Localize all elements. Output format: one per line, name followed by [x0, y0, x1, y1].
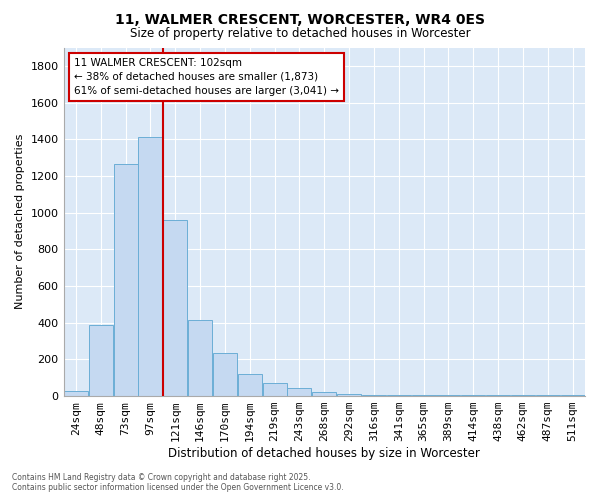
- Bar: [486, 395, 510, 396]
- Bar: [89, 324, 113, 396]
- X-axis label: Distribution of detached houses by size in Worcester: Distribution of detached houses by size …: [169, 447, 480, 460]
- Bar: [412, 395, 436, 396]
- Bar: [113, 164, 137, 396]
- Bar: [362, 394, 386, 396]
- Text: Contains HM Land Registry data © Crown copyright and database right 2025.
Contai: Contains HM Land Registry data © Crown c…: [12, 473, 344, 492]
- Bar: [64, 392, 88, 396]
- Bar: [560, 395, 584, 396]
- Text: 11, WALMER CRESCENT, WORCESTER, WR4 0ES: 11, WALMER CRESCENT, WORCESTER, WR4 0ES: [115, 12, 485, 26]
- Bar: [511, 395, 535, 396]
- Text: Size of property relative to detached houses in Worcester: Size of property relative to detached ho…: [130, 28, 470, 40]
- Bar: [461, 395, 485, 396]
- Bar: [312, 392, 337, 396]
- Bar: [238, 374, 262, 396]
- Bar: [213, 353, 237, 396]
- Text: 11 WALMER CRESCENT: 102sqm
← 38% of detached houses are smaller (1,873)
61% of s: 11 WALMER CRESCENT: 102sqm ← 38% of deta…: [74, 58, 339, 96]
- Bar: [188, 320, 212, 396]
- Bar: [163, 220, 187, 396]
- Bar: [387, 395, 411, 396]
- Bar: [337, 394, 361, 396]
- Bar: [536, 395, 560, 396]
- Bar: [436, 395, 460, 396]
- Bar: [139, 138, 163, 396]
- Bar: [287, 388, 311, 396]
- Bar: [263, 383, 287, 396]
- Y-axis label: Number of detached properties: Number of detached properties: [15, 134, 25, 310]
